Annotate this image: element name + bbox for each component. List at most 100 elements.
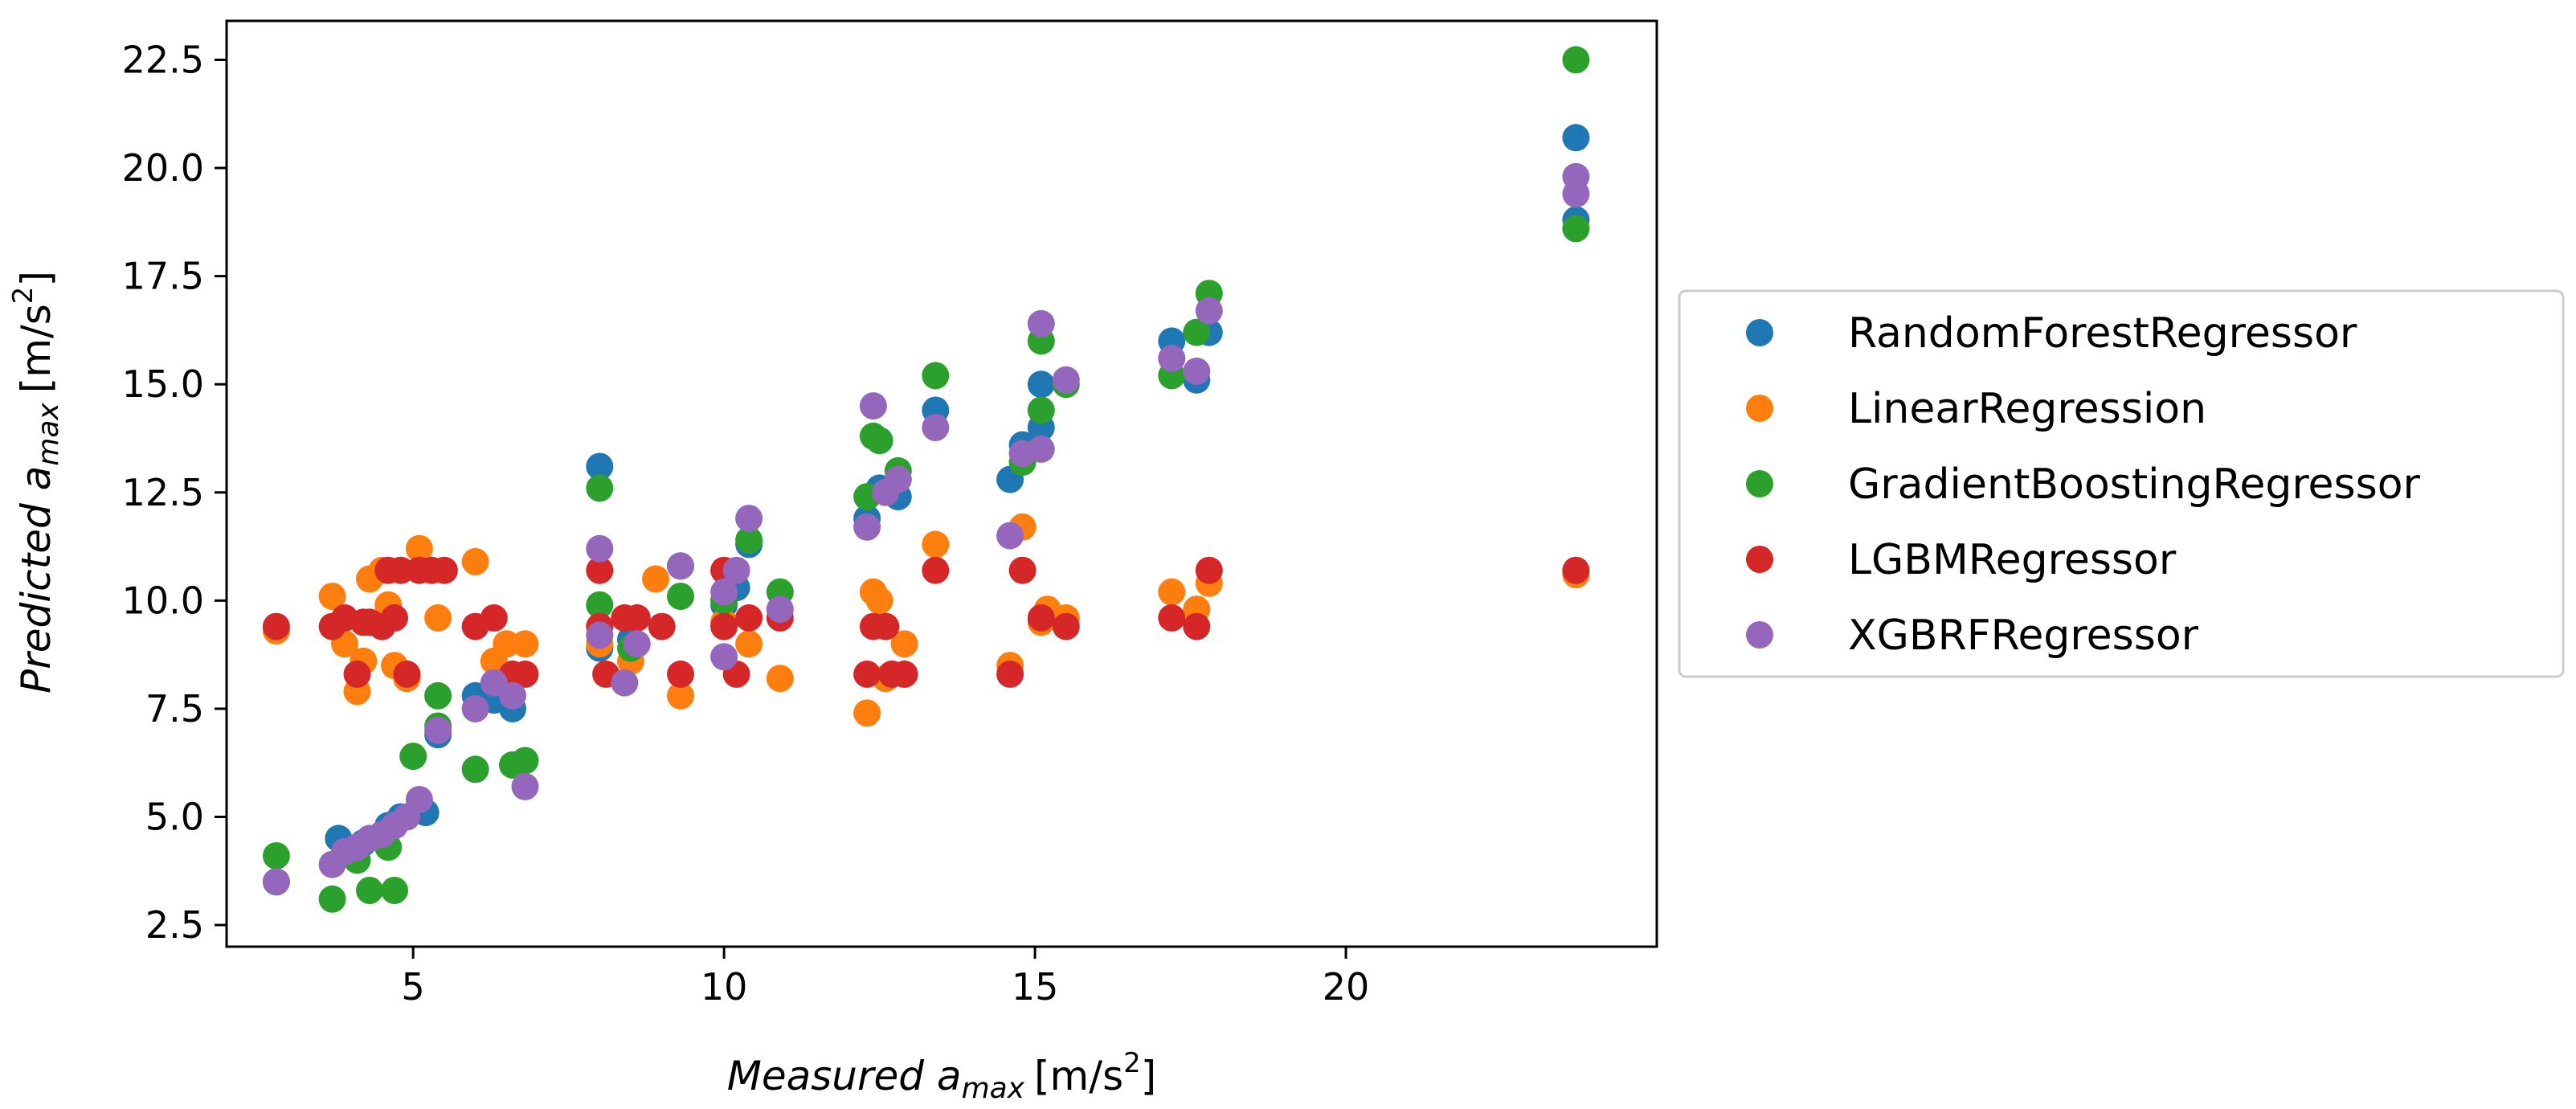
legend-marker-LGBMRegressor bbox=[1746, 546, 1773, 573]
point-GradientBoostingRegressor-26 bbox=[1027, 396, 1055, 424]
point-LinearRegression-10 bbox=[405, 534, 433, 563]
point-XGBRFRegressor-17 bbox=[623, 630, 651, 658]
point-XGBRFRegressor-0 bbox=[262, 868, 290, 896]
point-GradientBoostingRegressor-7 bbox=[424, 681, 452, 710]
y-axis-label-main: Predicted a bbox=[13, 466, 59, 694]
series-RandomForestRegressor bbox=[262, 124, 1590, 896]
y-axis-label-sup: 2 bbox=[7, 287, 39, 305]
point-LinearRegression-27 bbox=[890, 630, 918, 658]
x-tick-label: 5 bbox=[402, 965, 425, 1009]
x-tick-label: 15 bbox=[1012, 965, 1059, 1009]
y-tick-label: 17.5 bbox=[122, 255, 204, 298]
y-axis-label-close: ] bbox=[13, 271, 59, 287]
point-LGBMRegressor-3 bbox=[343, 660, 371, 688]
legend-marker-GradientBoostingRegressor bbox=[1746, 470, 1773, 497]
point-LinearRegression-28 bbox=[922, 530, 950, 559]
point-XGBRFRegressor-10 bbox=[461, 694, 489, 722]
point-XGBRFRegressor-38 bbox=[1562, 180, 1590, 208]
point-LGBMRegressor-40 bbox=[1158, 604, 1186, 632]
point-LGBMRegressor-18 bbox=[586, 556, 614, 584]
point-XGBRFRegressor-19 bbox=[710, 643, 738, 671]
y-tick-label: 12.5 bbox=[122, 471, 204, 514]
point-GradientBoostingRegressor-13 bbox=[586, 591, 614, 619]
point-LinearRegression-15 bbox=[511, 630, 539, 658]
point-GradientBoostingRegressor-0 bbox=[262, 842, 290, 870]
y-axis-label-unit: [m/s bbox=[13, 304, 59, 393]
point-GradientBoostingRegressor-11 bbox=[511, 747, 539, 775]
point-GradientBoostingRegressor-6 bbox=[399, 743, 427, 771]
point-LinearRegression-18 bbox=[642, 565, 669, 593]
plot-frame bbox=[225, 19, 1658, 948]
point-XGBRFRegressor-31 bbox=[1027, 435, 1055, 463]
legend-marker-RandomForestRegressor bbox=[1746, 319, 1773, 346]
point-XGBRFRegressor-32 bbox=[1027, 309, 1055, 338]
legend: RandomForestRegressor LinearRegression Gra… bbox=[1678, 289, 2565, 678]
legend-label-RandomForestRegressor: RandomForestRegressor bbox=[1848, 309, 2357, 358]
point-LGBMRegressor-43 bbox=[1562, 556, 1590, 584]
point-GradientBoostingRegressor-1 bbox=[318, 885, 346, 913]
point-LGBMRegressor-22 bbox=[623, 604, 651, 632]
point-XGBRFRegressor-9 bbox=[424, 716, 452, 744]
point-XGBRFRegressor-20 bbox=[710, 578, 738, 606]
y-axis-label-sub: max bbox=[32, 403, 65, 466]
point-LinearRegression-12 bbox=[461, 547, 489, 575]
x-axis-label-sup: 2 bbox=[1123, 1047, 1141, 1079]
point-LGBMRegressor-26 bbox=[710, 612, 738, 640]
point-LinearRegression-22 bbox=[766, 665, 794, 693]
point-XGBRFRegressor-12 bbox=[499, 681, 526, 710]
point-XGBRFRegressor-24 bbox=[853, 513, 881, 541]
point-LGBMRegressor-38 bbox=[1027, 604, 1055, 632]
point-GradientBoostingRegressor-23 bbox=[922, 362, 950, 390]
point-LGBMRegressor-17 bbox=[511, 660, 539, 688]
x-tick-label: 10 bbox=[701, 965, 748, 1009]
legend-label-GradientBoostingRegressor: GradientBoostingRegressor bbox=[1848, 460, 2421, 509]
point-XGBRFRegressor-27 bbox=[884, 465, 912, 493]
point-LinearRegression-11 bbox=[424, 604, 452, 632]
x-axis-label-close: ] bbox=[1141, 1053, 1157, 1099]
data-points bbox=[262, 46, 1590, 913]
legend-marker-XGBRFRegressor bbox=[1746, 621, 1773, 649]
point-XGBRFRegressor-16 bbox=[611, 669, 639, 697]
legend-items: RandomForestRegressor LinearRegression Gra… bbox=[1746, 309, 2421, 660]
legend-label-XGBRFRegressor: XGBRFRegressor bbox=[1848, 612, 2199, 660]
point-GradientBoostingRegressor-31 bbox=[1562, 46, 1590, 74]
point-RandomForestRegressor-28 bbox=[1562, 124, 1590, 152]
point-GradientBoostingRegressor-21 bbox=[865, 427, 893, 455]
point-XGBRFRegressor-15 bbox=[586, 621, 614, 649]
y-tick-label: 2.5 bbox=[145, 903, 204, 947]
point-LGBMRegressor-28 bbox=[735, 604, 763, 632]
point-LGBMRegressor-15 bbox=[480, 604, 508, 632]
point-LGBMRegressor-42 bbox=[1195, 556, 1223, 584]
x-tick-label: 20 bbox=[1323, 965, 1370, 1009]
point-LGBMRegressor-41 bbox=[1183, 612, 1211, 640]
point-GradientBoostingRegressor-5 bbox=[381, 877, 408, 904]
point-XGBRFRegressor-33 bbox=[1052, 366, 1080, 394]
point-LGBMRegressor-23 bbox=[648, 612, 676, 640]
point-LinearRegression-19 bbox=[667, 681, 694, 710]
point-LGBMRegressor-34 bbox=[890, 660, 918, 688]
point-XGBRFRegressor-21 bbox=[722, 556, 750, 584]
point-XGBRFRegressor-25 bbox=[859, 392, 887, 420]
point-RandomForestRegressor-23 bbox=[1027, 370, 1055, 399]
point-XGBRFRegressor-8 bbox=[405, 786, 433, 813]
y-tick-label: 20.0 bbox=[122, 146, 204, 190]
x-axis-label-sub: max bbox=[962, 1072, 1025, 1105]
point-LGBMRegressor-0 bbox=[262, 612, 290, 640]
y-tick-label: 15.0 bbox=[122, 362, 204, 406]
point-XGBRFRegressor-14 bbox=[586, 534, 614, 563]
point-GradientBoostingRegressor-17 bbox=[735, 526, 763, 554]
legend-marker-LinearRegression bbox=[1746, 395, 1773, 422]
point-GradientBoostingRegressor-12 bbox=[586, 474, 614, 502]
point-LGBMRegressor-32 bbox=[872, 612, 900, 640]
x-axis-label-main: Measured a bbox=[727, 1053, 962, 1099]
point-XGBRFRegressor-36 bbox=[1195, 297, 1223, 325]
point-LinearRegression-25 bbox=[865, 587, 893, 615]
x-axis-label-unit: [m/s bbox=[1034, 1053, 1123, 1099]
series-XGBRFRegressor bbox=[262, 162, 1590, 896]
point-LinearRegression-23 bbox=[853, 699, 881, 727]
point-RandomForestRegressor-10 bbox=[586, 452, 614, 481]
legend-label-LinearRegression: LinearRegression bbox=[1848, 385, 2206, 433]
point-GradientBoostingRegressor-32 bbox=[1562, 215, 1590, 243]
series-LinearRegression bbox=[262, 513, 1590, 727]
y-axis-ticks: 2.5 5.0 7.5 10.0 12.5 15.0 17.5 20.0 22.5 bbox=[122, 38, 227, 947]
